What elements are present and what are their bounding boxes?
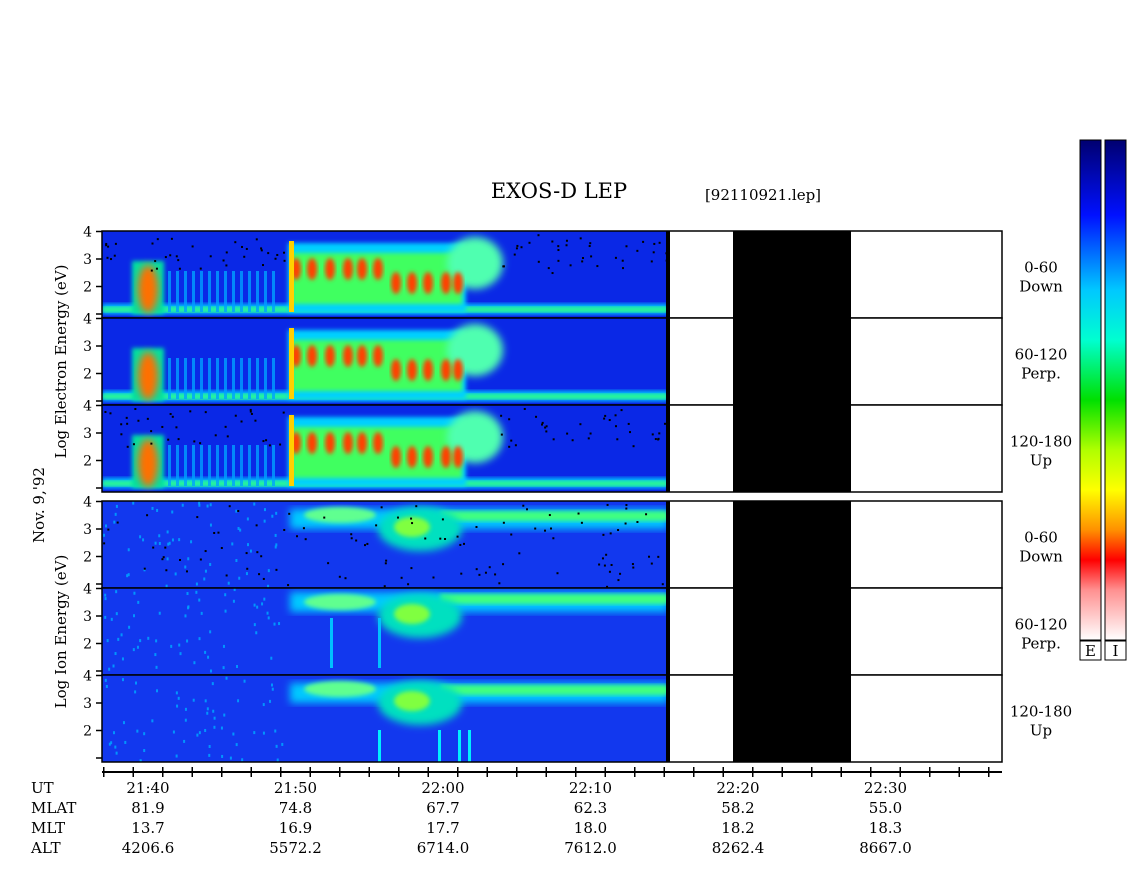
spectrogram-panels: 2 3 4 2 3 4 2 3 4 2 3 4 2 3 4 2 3 4 [83, 225, 1003, 763]
y-tick-label: 3 [83, 696, 92, 712]
chart-title: EXOS-D LEP [491, 179, 627, 203]
fill-band [733, 318, 851, 405]
panel-ion-0: 2 3 4 [83, 495, 1003, 589]
orbit-value-mlat: 74.8 [279, 799, 312, 817]
orbit-value-alt: 8262.4 [712, 839, 765, 857]
pitch-angle-bin: 0-60 [1024, 259, 1058, 277]
orbit-value-mlat: 55.0 [869, 799, 902, 817]
orbit-value-mlt: 18.0 [574, 819, 607, 837]
orbit-value-alt: 5572.2 [269, 839, 322, 857]
pitch-angle-bin: 0-60 [1024, 529, 1058, 547]
electron-energy-ylabel: Log Electron Energy (eV) [52, 265, 70, 459]
panel-frame [101, 404, 1003, 493]
y-tick-label: 2 [83, 454, 92, 470]
y-tick-label: 3 [83, 522, 92, 538]
date-label: Nov. 9,'92 [30, 467, 48, 543]
electron-colorbar [1079, 139, 1102, 641]
pitch-angle-direction: Down [1019, 548, 1063, 566]
y-tick-label: 4 [83, 399, 92, 415]
fill-band [733, 405, 851, 492]
y-tick-label: 3 [83, 426, 92, 442]
fill-band [733, 501, 851, 588]
orbit-value-mlt: 18.3 [869, 819, 902, 837]
pitch-angle-direction: Down [1019, 278, 1063, 296]
panel-electron-1: 2 3 4 [83, 312, 1003, 406]
y-tick-label: 2 [83, 637, 92, 653]
pitch-angle-direction: Perp. [1021, 365, 1061, 383]
fill-band [733, 588, 851, 675]
orbit-row-label: MLT [31, 819, 65, 837]
y-tick-label: 2 [83, 724, 92, 740]
orbit-row-label: ALT [30, 839, 61, 857]
panel-ion-1: 2 3 4 [83, 582, 1003, 676]
orbit-value-ut: 22:00 [421, 779, 464, 797]
colorbars: E I [1079, 139, 1127, 661]
orbit-value-ut: 21:50 [274, 779, 317, 797]
y-tick-label: 3 [83, 252, 92, 268]
panel-electron-0: 2 3 4 [83, 225, 1003, 319]
colorbar-label-electron: E [1085, 642, 1096, 660]
y-tick-label: 4 [83, 669, 92, 685]
pitch-angle-direction: Up [1030, 722, 1052, 740]
orbit-value-alt: 4206.6 [122, 839, 175, 857]
colorbar-label-ion: I [1113, 642, 1119, 660]
fill-band [733, 231, 851, 318]
pitch-angle-direction: Perp. [1021, 635, 1061, 653]
orbit-value-mlt: 17.7 [426, 819, 459, 837]
pitch-angle-bin: 120-180 [1010, 703, 1072, 721]
y-tick-label: 4 [83, 582, 92, 598]
orbit-value-mlat: 67.7 [426, 799, 459, 817]
pitch-angle-bin: 60-120 [1015, 346, 1068, 364]
orbit-value-ut: 22:20 [716, 779, 759, 797]
orbit-value-mlat: 58.2 [721, 799, 754, 817]
x-axis [102, 767, 1002, 777]
orbit-value-mlt: 18.2 [721, 819, 754, 837]
panel-electron-2: 2 3 4 [83, 399, 1003, 493]
panel-frame [101, 674, 1003, 763]
orbit-value-alt: 6714.0 [417, 839, 470, 857]
orbit-value-alt: 8667.0 [859, 839, 912, 857]
y-tick-label: 4 [83, 495, 92, 511]
ion-energy-ylabel: Log Ion Energy (eV) [52, 555, 70, 709]
orbit-value-mlat: 81.9 [131, 799, 164, 817]
y-tick-label: 3 [83, 339, 92, 355]
pitch-angle-direction: Up [1030, 452, 1052, 470]
fill-band [733, 675, 851, 762]
orbit-value-ut: 22:10 [569, 779, 612, 797]
orbit-value-ut: 21:40 [126, 779, 169, 797]
panel-ion-2: 2 3 4 [83, 669, 1003, 763]
orbit-row-label: MLAT [31, 799, 76, 817]
y-tick-label: 4 [83, 312, 92, 328]
orbit-value-mlat: 62.3 [574, 799, 607, 817]
orbit-row-label: UT [31, 779, 54, 797]
pitch-angle-labels: 0-60Down60-120Perp.120-180Up0-60Down60-1… [1010, 259, 1072, 740]
orbit-value-ut: 22:30 [864, 779, 907, 797]
y-tick-label: 2 [83, 367, 92, 383]
orbit-value-mlt: 16.9 [279, 819, 312, 837]
file-label: [92110921.lep] [705, 186, 821, 204]
y-tick-label: 3 [83, 609, 92, 625]
y-tick-label: 4 [83, 225, 92, 241]
orbit-value-mlt: 13.7 [131, 819, 164, 837]
pitch-angle-bin: 60-120 [1015, 616, 1068, 634]
pitch-angle-bin: 120-180 [1010, 433, 1072, 451]
y-axis-labels: Log Electron Energy (eV) Log Ion Energy (… [30, 265, 70, 709]
orbit-table: UT MLAT MLT ALT 21:40 81.9 13.7 4206.6 21:50 74.8… [30, 779, 912, 857]
y-tick-label: 2 [83, 280, 92, 296]
orbit-value-alt: 7612.0 [564, 839, 617, 857]
y-tick-label: 2 [83, 550, 92, 566]
ion-colorbar [1104, 139, 1127, 641]
